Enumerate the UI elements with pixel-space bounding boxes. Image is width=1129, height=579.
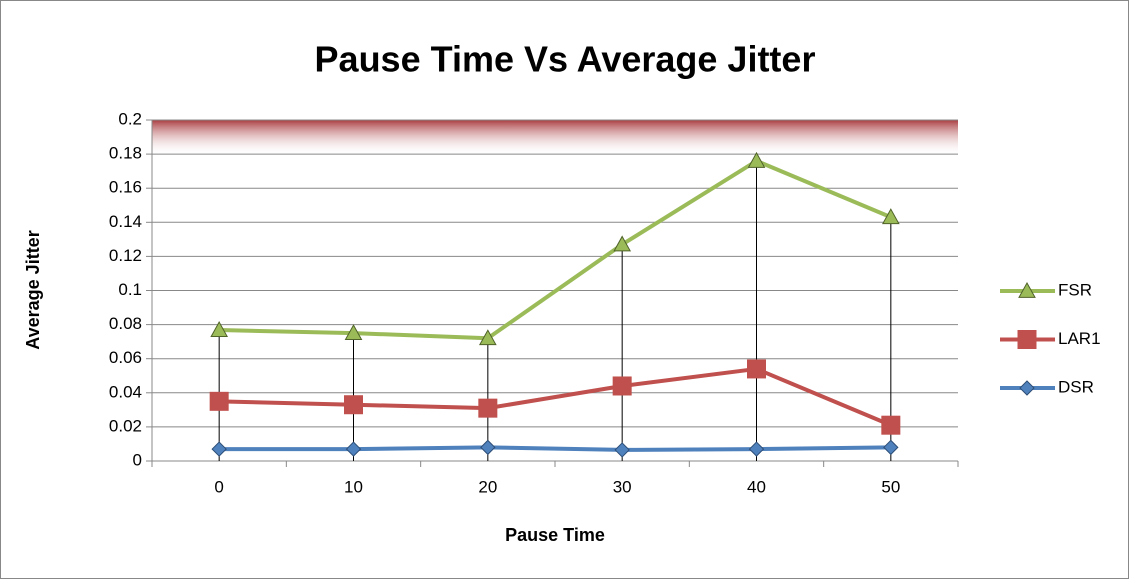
marker [210, 321, 229, 337]
marker [478, 329, 497, 346]
legend-label: FSR [1058, 280, 1092, 299]
marker [209, 391, 229, 411]
legend-marker [1019, 380, 1035, 396]
y-tick-label: 0.18 [109, 144, 142, 163]
legend-label: LAR1 [1058, 329, 1101, 348]
y-tick-label: 0.12 [109, 246, 142, 265]
marker [480, 439, 496, 456]
marker [612, 376, 632, 396]
marker [883, 439, 899, 456]
x-tick-label: 30 [613, 477, 632, 496]
x-axis-label: Pause Time [505, 525, 605, 545]
y-tick-label: 0.08 [109, 314, 142, 333]
marker [344, 324, 363, 341]
x-tick-label: 20 [478, 477, 497, 496]
y-tick-label: 0.06 [109, 348, 142, 367]
marker [747, 151, 766, 168]
series-line [219, 366, 892, 428]
marker [881, 415, 901, 435]
y-tick-label: 0.16 [109, 178, 142, 197]
legend-marker [1017, 330, 1037, 349]
legend-label: DSR [1058, 377, 1094, 396]
marker [211, 441, 227, 457]
y-axis-label: Average Jitter [23, 230, 43, 349]
series-line [219, 445, 891, 452]
marker [345, 441, 362, 457]
y-tick-label: 0.1 [118, 280, 142, 299]
marker [881, 208, 900, 225]
legend-marker [1018, 281, 1036, 298]
marker [748, 441, 765, 457]
marker [614, 442, 630, 458]
chart-title: Pause Time Vs Average Jitter [315, 39, 816, 80]
marker [344, 395, 363, 415]
series-line [219, 158, 892, 341]
x-tick-label: 0 [214, 477, 223, 496]
x-tick-label: 10 [344, 477, 363, 496]
x-tick-label: 50 [881, 477, 900, 496]
y-tick-label: 0.02 [109, 416, 142, 435]
y-tick-label: 0.14 [109, 212, 142, 231]
y-tick-label: 0.2 [118, 109, 142, 128]
marker [478, 398, 498, 418]
marker [613, 235, 632, 252]
x-tick-label: 40 [747, 477, 766, 496]
y-tick-label: 0.04 [109, 382, 142, 401]
plot-band [152, 120, 958, 156]
marker [747, 359, 766, 379]
y-tick-label: 0 [133, 450, 142, 469]
